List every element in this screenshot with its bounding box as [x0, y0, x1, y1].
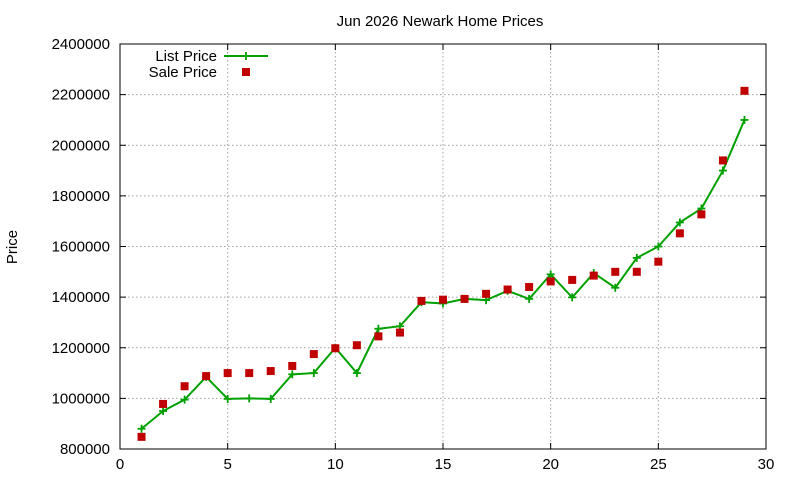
- y-tick-label: 1200000: [52, 340, 110, 357]
- chart-title: Jun 2026 Newark Home Prices: [337, 13, 544, 30]
- list-price-point: [740, 115, 749, 124]
- series-list-price: [137, 115, 749, 433]
- sale-price-point: [202, 372, 211, 381]
- list-price-point: [525, 294, 534, 303]
- x-tick-label: 20: [542, 456, 559, 473]
- list-price-point: [546, 270, 555, 279]
- sale-price-point: [180, 382, 189, 391]
- list-price-point: [223, 394, 232, 403]
- sale-price-point: [439, 295, 447, 304]
- x-tick-label: 30: [758, 456, 775, 473]
- sale-price-point: [288, 361, 297, 370]
- y-tick-label: 1400000: [52, 289, 110, 306]
- sale-price-point: [611, 267, 620, 276]
- y-tick-label: 2000000: [52, 137, 110, 154]
- sale-price-point: [632, 267, 641, 276]
- x-axis-tick-labels: 0 5 10 15 20 25 30: [116, 456, 775, 473]
- list-price-point: [718, 166, 727, 175]
- sale-price-point: [352, 341, 361, 350]
- list-price-line: [140, 119, 746, 430]
- sale-price-point: [266, 367, 275, 376]
- sale-price-point: [137, 432, 146, 441]
- legend-swatch-sale-price: [242, 68, 250, 76]
- list-price-point: [632, 253, 641, 262]
- sale-price-point: [482, 289, 491, 298]
- y-tick-label: 1000000: [52, 390, 110, 407]
- y-tick-label: 800000: [60, 441, 110, 458]
- sale-price-point: [675, 229, 684, 238]
- y-tick-label: 2400000: [52, 36, 110, 53]
- sale-price-point: [568, 275, 577, 284]
- sale-price-point: [697, 210, 706, 219]
- legend-label-list-price: List Price: [155, 48, 217, 65]
- sale-price-point: [309, 350, 318, 359]
- list-price-point: [654, 242, 663, 251]
- y-tick-label: 2200000: [52, 87, 110, 104]
- sale-price-point: [417, 296, 426, 305]
- list-price-point: [245, 394, 254, 403]
- list-price-point: [288, 370, 297, 379]
- sale-price-point: [460, 294, 469, 303]
- y-axis-tick-labels: 800000 1000000 1200000 1400000 1600000 180000…: [52, 36, 110, 458]
- sale-price-point: [589, 271, 598, 280]
- legend: List Price Sale Price: [149, 48, 268, 81]
- y-tick-label: 1600000: [52, 239, 110, 256]
- list-price-point: [159, 407, 168, 416]
- x-tick-label: 25: [650, 456, 667, 473]
- sale-price-point: [546, 277, 555, 286]
- sale-price-point: [159, 399, 168, 408]
- y-axis-label: Price: [4, 230, 21, 264]
- x-tick-label: 15: [435, 456, 452, 473]
- list-price-point: [309, 369, 318, 378]
- sale-price-point: [245, 369, 254, 378]
- legend-label-sale-price: Sale Price: [149, 64, 217, 81]
- gridlines: [120, 44, 766, 449]
- sale-price-point: [331, 344, 340, 353]
- list-price-point: [675, 218, 684, 227]
- sale-price-point: [374, 332, 383, 341]
- sale-price-point: [740, 86, 749, 95]
- list-price-point: [352, 369, 361, 378]
- axis-ticks: [119, 43, 767, 450]
- plot-frame: [119, 43, 767, 450]
- list-price-point: [568, 293, 577, 302]
- series-sale-price: [137, 86, 749, 441]
- legend-swatch-list-price-marker: [242, 52, 250, 60]
- plot-series: [137, 86, 749, 441]
- y-tick-label: 1800000: [52, 188, 110, 205]
- list-price-point: [611, 283, 620, 292]
- x-tick-label: 5: [223, 456, 231, 473]
- legend-swatches: [224, 52, 268, 76]
- list-price-point: [180, 395, 189, 404]
- x-tick-label: 0: [116, 456, 124, 473]
- sale-price-point: [525, 283, 534, 291]
- sale-price-point: [395, 328, 404, 337]
- sale-price-point: [718, 156, 727, 165]
- list-price-point: [137, 424, 146, 433]
- sale-price-point: [223, 369, 232, 378]
- list-price-point: [266, 394, 275, 403]
- list-price-point: [374, 324, 383, 333]
- x-tick-label: 10: [327, 456, 344, 473]
- sale-price-point: [654, 257, 663, 266]
- sale-price-point: [503, 285, 512, 294]
